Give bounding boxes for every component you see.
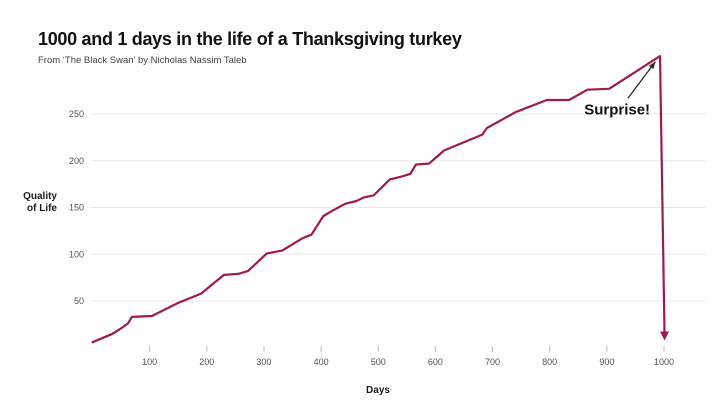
x-axis-title: Days	[366, 385, 390, 396]
x-tick-label-300: 300	[256, 357, 271, 367]
page-title: 1000 and 1 days in the life of a Thanksg…	[38, 29, 462, 49]
x-tick-label-900: 900	[599, 357, 614, 367]
x-tick-label-400: 400	[314, 357, 329, 367]
annotation-arrow-line	[627, 61, 656, 99]
y-axis-title-line2: of Life	[27, 203, 57, 214]
x-tick-label-500: 500	[371, 357, 386, 367]
x-tick-label-600: 600	[428, 357, 443, 367]
quality-of-life-line	[91, 55, 666, 344]
y-tick-label-100: 100	[69, 249, 84, 259]
line-end-arrowhead-icon	[660, 331, 670, 341]
chart-subtitle: From ‘The Black Swan’ by Nicholas Nassim…	[38, 55, 247, 66]
surprise-annotation-label: Surprise!	[584, 101, 651, 119]
y-axis-title: Quality of Life	[0, 191, 57, 215]
y-tick-label-150: 150	[69, 203, 84, 213]
y-tick-label-200: 200	[69, 156, 84, 166]
y-tick-label-250: 250	[69, 109, 84, 119]
y-axis-title-line1: Quality	[23, 191, 57, 202]
x-tick-label-1000: 1000	[654, 357, 674, 367]
x-tick-label-100: 100	[142, 357, 157, 367]
x-tick-label-700: 700	[485, 357, 500, 367]
x-tick-label-800: 800	[542, 357, 557, 367]
y-tick-label-50: 50	[74, 296, 84, 306]
x-tick-label-200: 200	[199, 357, 214, 367]
annotation-arrowhead-icon	[648, 61, 656, 69]
